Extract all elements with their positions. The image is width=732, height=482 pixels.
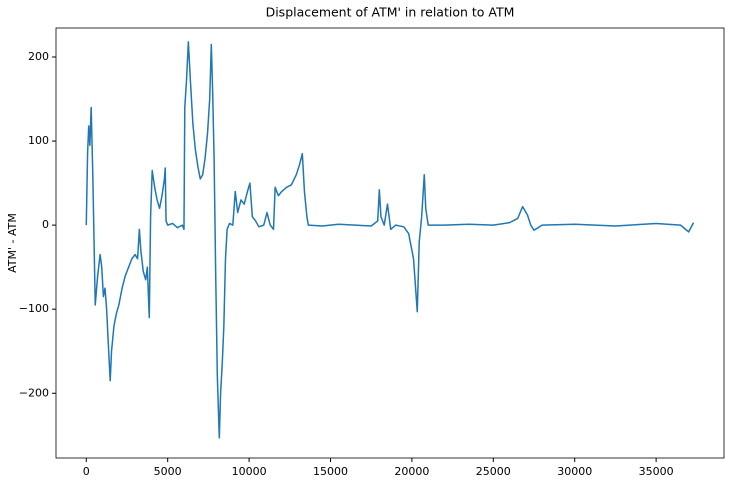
x-tick-label: 15000: [313, 465, 348, 478]
x-tick-label: 10000: [232, 465, 267, 478]
y-tick-label: −100: [19, 302, 49, 315]
y-axis-label: ATM' - ATM: [6, 213, 19, 273]
axes-frame: [55, 27, 725, 459]
x-tick-label: 30000: [557, 465, 592, 478]
y-tick-label: 200: [28, 50, 49, 63]
chart-title: Displacement of ATM' in relation to ATM: [266, 5, 515, 20]
x-tick-label: 0: [83, 465, 90, 478]
x-tick-label: 20000: [394, 465, 429, 478]
y-tick-label: 100: [28, 134, 49, 147]
x-tick-label: 5000: [154, 465, 182, 478]
x-tick-label: 35000: [639, 465, 674, 478]
y-tick-label: 0: [42, 218, 49, 231]
line-series: [85, 41, 695, 439]
y-tick-label: −200: [19, 386, 49, 399]
x-tick-label: 25000: [476, 465, 511, 478]
